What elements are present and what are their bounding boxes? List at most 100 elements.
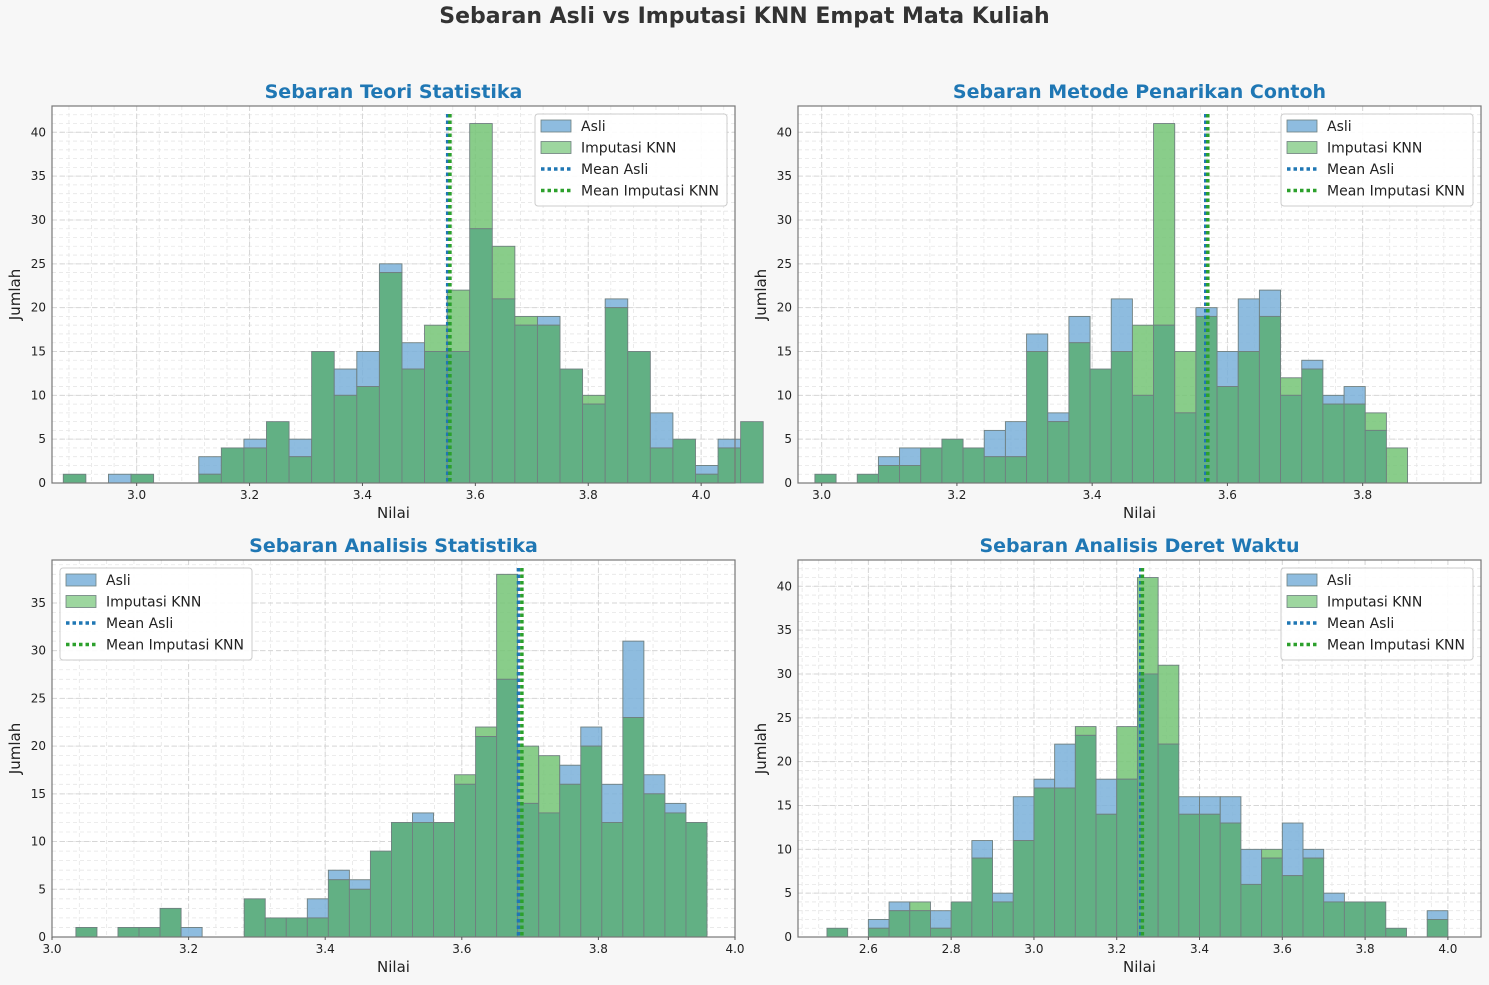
bar-overlap <box>685 822 708 938</box>
bar-overlap <box>627 351 651 484</box>
x-tick-label: 3.0 <box>1024 942 1043 956</box>
bar-overlap <box>1261 857 1283 938</box>
bar-overlap <box>391 822 413 938</box>
bar-overlap <box>491 298 516 484</box>
bar-asli <box>695 465 719 475</box>
bar-overlap <box>580 745 603 938</box>
plot-frame <box>797 105 1482 484</box>
legend-label: Mean Imputasi KNN <box>1327 184 1465 200</box>
bar-overlap <box>1026 351 1049 484</box>
y-tick-label: 30 <box>31 644 46 658</box>
bar-overlap <box>1258 315 1282 484</box>
bar-asli <box>664 802 687 814</box>
bar-overlap <box>536 324 561 484</box>
legend-swatch-imputasi <box>1286 141 1318 154</box>
bar-overlap <box>601 822 624 938</box>
bar-imputasi <box>1074 726 1097 736</box>
y-tick-label: 20 <box>777 301 792 315</box>
bar-asli <box>992 892 1014 903</box>
bar-overlap <box>264 917 287 938</box>
bar-overlap <box>1089 368 1112 484</box>
bar-overlap <box>138 927 161 938</box>
legend-box <box>1280 567 1474 661</box>
y-tick-label: 5 <box>38 882 46 896</box>
bar-imputasi <box>514 315 538 326</box>
plot-frame <box>51 105 736 484</box>
chart-panel-3: 3.0 3.2 3.4 3.6 3.8 4.0 0 5 10 15 20 25 30 35 Nilai Jum… <box>6 535 745 976</box>
bar-overlap <box>826 927 849 938</box>
legend: Asli Imputasi KNN Mean Asli Mean Imputasi K… <box>1280 567 1474 661</box>
bar-overlap <box>1110 351 1133 484</box>
y-tick-label: 35 <box>31 169 46 183</box>
figure-title: Sebaran Asli vs Imputasi KNN Empat Mata … <box>439 4 1050 29</box>
x-tick-label: 3.0 <box>127 488 146 502</box>
bar-overlap <box>649 447 674 484</box>
bar-asli <box>559 764 582 785</box>
bar-overlap <box>867 927 890 938</box>
bar-overlap <box>306 917 329 938</box>
bar-overlap <box>888 910 911 938</box>
bar-asli <box>1219 796 1242 824</box>
bar-overlap <box>412 822 434 938</box>
x-tick-label: 4.0 <box>692 488 711 502</box>
x-tick-label: 3.2 <box>240 488 259 502</box>
bar-overlap <box>446 351 471 484</box>
bar-asli <box>180 927 203 938</box>
bar-overlap <box>496 678 519 938</box>
legend: Asli Imputasi KNN Mean Asli Mean Imputasi K… <box>59 567 253 661</box>
bar-imputasi <box>475 726 498 738</box>
y-axis-label: Jumlah <box>6 723 24 775</box>
x-axis-label: Nilai <box>1123 504 1156 522</box>
y-tick-label: 30 <box>31 213 46 227</box>
legend-box <box>1280 113 1474 207</box>
bars <box>75 573 708 938</box>
bar-overlap <box>356 386 380 484</box>
y-tick-label: 35 <box>31 596 46 610</box>
bar-asli <box>1237 298 1260 352</box>
y-tick-label: 10 <box>31 835 46 849</box>
panel-title: Sebaran Teori Statistika <box>265 81 523 103</box>
bar-overlap <box>514 324 538 484</box>
y-tick-label: 5 <box>784 886 792 900</box>
x-tick-label: 3.6 <box>1218 488 1237 502</box>
y-tick-label: 30 <box>777 667 792 681</box>
x-tick-label: 3.0 <box>42 942 61 956</box>
y-axis-label: Jumlah <box>6 269 24 321</box>
bar-overlap <box>1074 734 1097 938</box>
bar-overlap <box>311 351 335 484</box>
bar-asli <box>306 898 329 919</box>
y-tick-label: 0 <box>784 476 792 490</box>
bar-overlap <box>378 272 403 484</box>
legend-label: Asli <box>581 119 606 135</box>
bar-asli <box>867 919 890 929</box>
bar-overlap <box>672 438 696 484</box>
bar-imputasi <box>1153 123 1176 326</box>
bar-imputasi <box>1116 726 1138 780</box>
x-tick-label: 3.4 <box>1083 488 1102 502</box>
legend-label: Imputasi KNN <box>1327 141 1422 157</box>
legend-label: Asli <box>1327 119 1352 135</box>
bar-overlap <box>992 901 1014 938</box>
legend-swatch-asli <box>540 119 572 133</box>
bar-overlap <box>664 812 687 938</box>
bar-asli <box>1258 289 1282 317</box>
y-tick-label: 30 <box>777 213 792 227</box>
bar-asli <box>649 412 674 449</box>
y-axis-label: Jumlah <box>752 269 770 321</box>
bar-overlap <box>1195 315 1218 484</box>
bar-overlap <box>1322 403 1345 484</box>
bar-imputasi <box>517 745 540 804</box>
bar-overlap <box>243 447 267 484</box>
bar-asli <box>1068 315 1091 344</box>
legend-swatch-imputasi <box>1286 595 1318 608</box>
chart-panel-1: 3.0 3.2 3.4 3.6 3.8 4.0 0 5 10 15 20 25 30 35 40 Nilai J… <box>6 81 764 522</box>
bar-overlap <box>433 822 456 938</box>
bar-asli <box>1026 333 1049 352</box>
bar-asli <box>198 456 222 475</box>
y-tick-label: 25 <box>777 257 792 271</box>
x-tick-label: 3.6 <box>1273 942 1292 956</box>
bar-asli <box>107 473 132 484</box>
bar-overlap <box>1131 394 1155 484</box>
bar-overlap <box>856 473 879 484</box>
